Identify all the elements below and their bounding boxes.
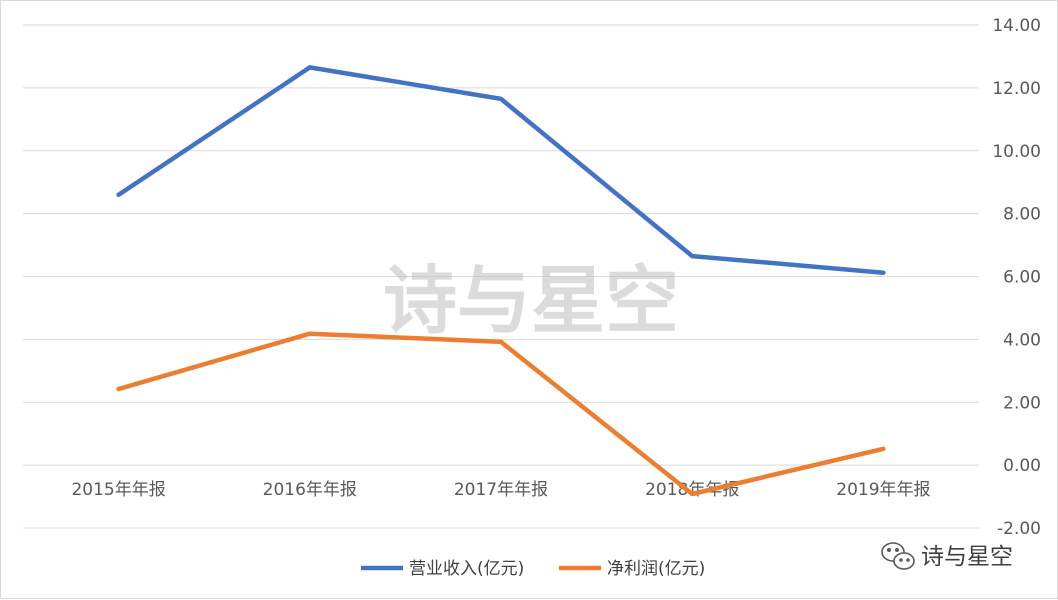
legend-label-revenue: 营业收入(亿元) [409,559,524,579]
y-tick-label: 4.00 [1003,330,1041,350]
y-tick-label: 2.00 [1003,393,1041,413]
watermark: 诗与星空 [383,258,679,344]
y-tick-label: 14.00 [992,16,1041,36]
y-axis-tick-labels: 14.00 12.00 10.00 8.00 6.00 4.00 2.00 0.00 -2.00 [992,16,1041,539]
y-tick-label: 0.00 [1003,456,1041,476]
x-category-label: 2016年年报 [263,480,357,500]
y-tick-label: 6.00 [1003,268,1041,288]
x-category-label: 2019年年报 [836,480,930,500]
wechat-icon [882,543,914,569]
legend: 营业收入(亿元) 净利润(亿元) [361,559,705,579]
x-category-label: 2015年年报 [71,480,165,500]
brand-label: 诗与星空 [921,544,1013,570]
y-tick-label: 12.00 [992,79,1041,99]
y-tick-label: 8.00 [1003,205,1041,225]
series-line-revenue [119,67,884,272]
legend-label-profit: 净利润(亿元) [607,559,705,579]
x-axis-category-labels: 2015年年报 2016年年报 2017年年报 2018年年报 2019年年报 [71,480,930,500]
y-tick-label: -2.00 [997,519,1041,539]
brand-mark: 诗与星空 [882,543,1013,570]
series-line-net-profit [119,334,884,494]
x-category-label: 2018年年报 [645,480,739,500]
x-category-label: 2017年年报 [454,480,548,500]
y-tick-label: 10.00 [992,142,1041,162]
